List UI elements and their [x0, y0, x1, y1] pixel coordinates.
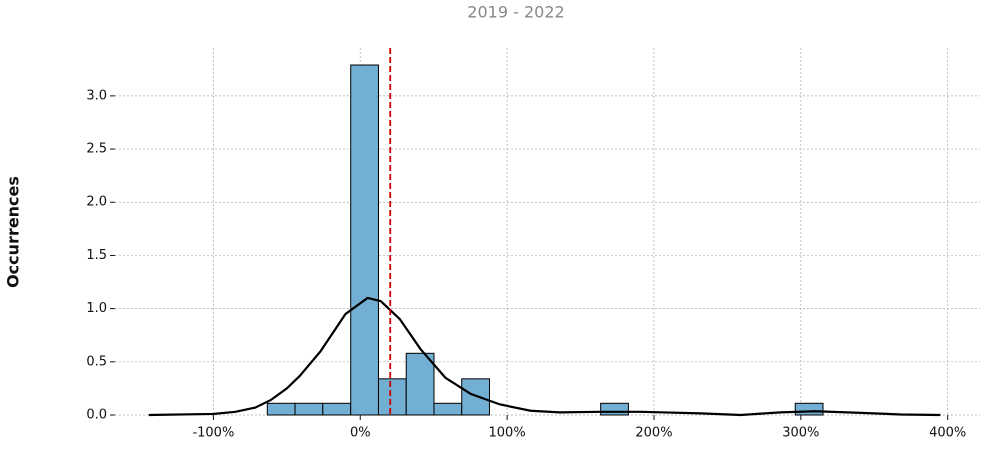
x-tick-label: 100% — [489, 426, 526, 441]
x-tick-label: -100% — [192, 426, 234, 441]
y-tick-label: 1.5 — [86, 248, 107, 263]
bar — [405, 352, 435, 416]
x-tick-label: 200% — [635, 426, 672, 441]
x-tick-label: 0% — [350, 426, 371, 441]
x-tick-label: 400% — [929, 426, 966, 441]
bar — [794, 402, 824, 416]
y-tick-label: 2.0 — [86, 195, 107, 210]
y-tick-label: 2.5 — [86, 142, 107, 157]
kde-line — [148, 296, 941, 417]
chart-subtitle: 2019 - 2022 — [467, 3, 564, 22]
bar — [294, 402, 324, 416]
y-tick-label: 1.0 — [86, 301, 107, 316]
bar — [377, 378, 407, 416]
x-tick-label: 300% — [782, 426, 819, 441]
bar — [322, 402, 352, 416]
bar — [266, 402, 296, 416]
y-axis-label: Occurrences — [4, 176, 23, 288]
y-tick-label: 3.0 — [86, 88, 107, 103]
bar — [350, 64, 379, 416]
bar — [433, 402, 463, 416]
bar — [600, 402, 629, 416]
y-tick-label: 0.0 — [86, 408, 107, 423]
bar — [461, 378, 490, 416]
y-tick-label: 0.5 — [86, 354, 107, 369]
